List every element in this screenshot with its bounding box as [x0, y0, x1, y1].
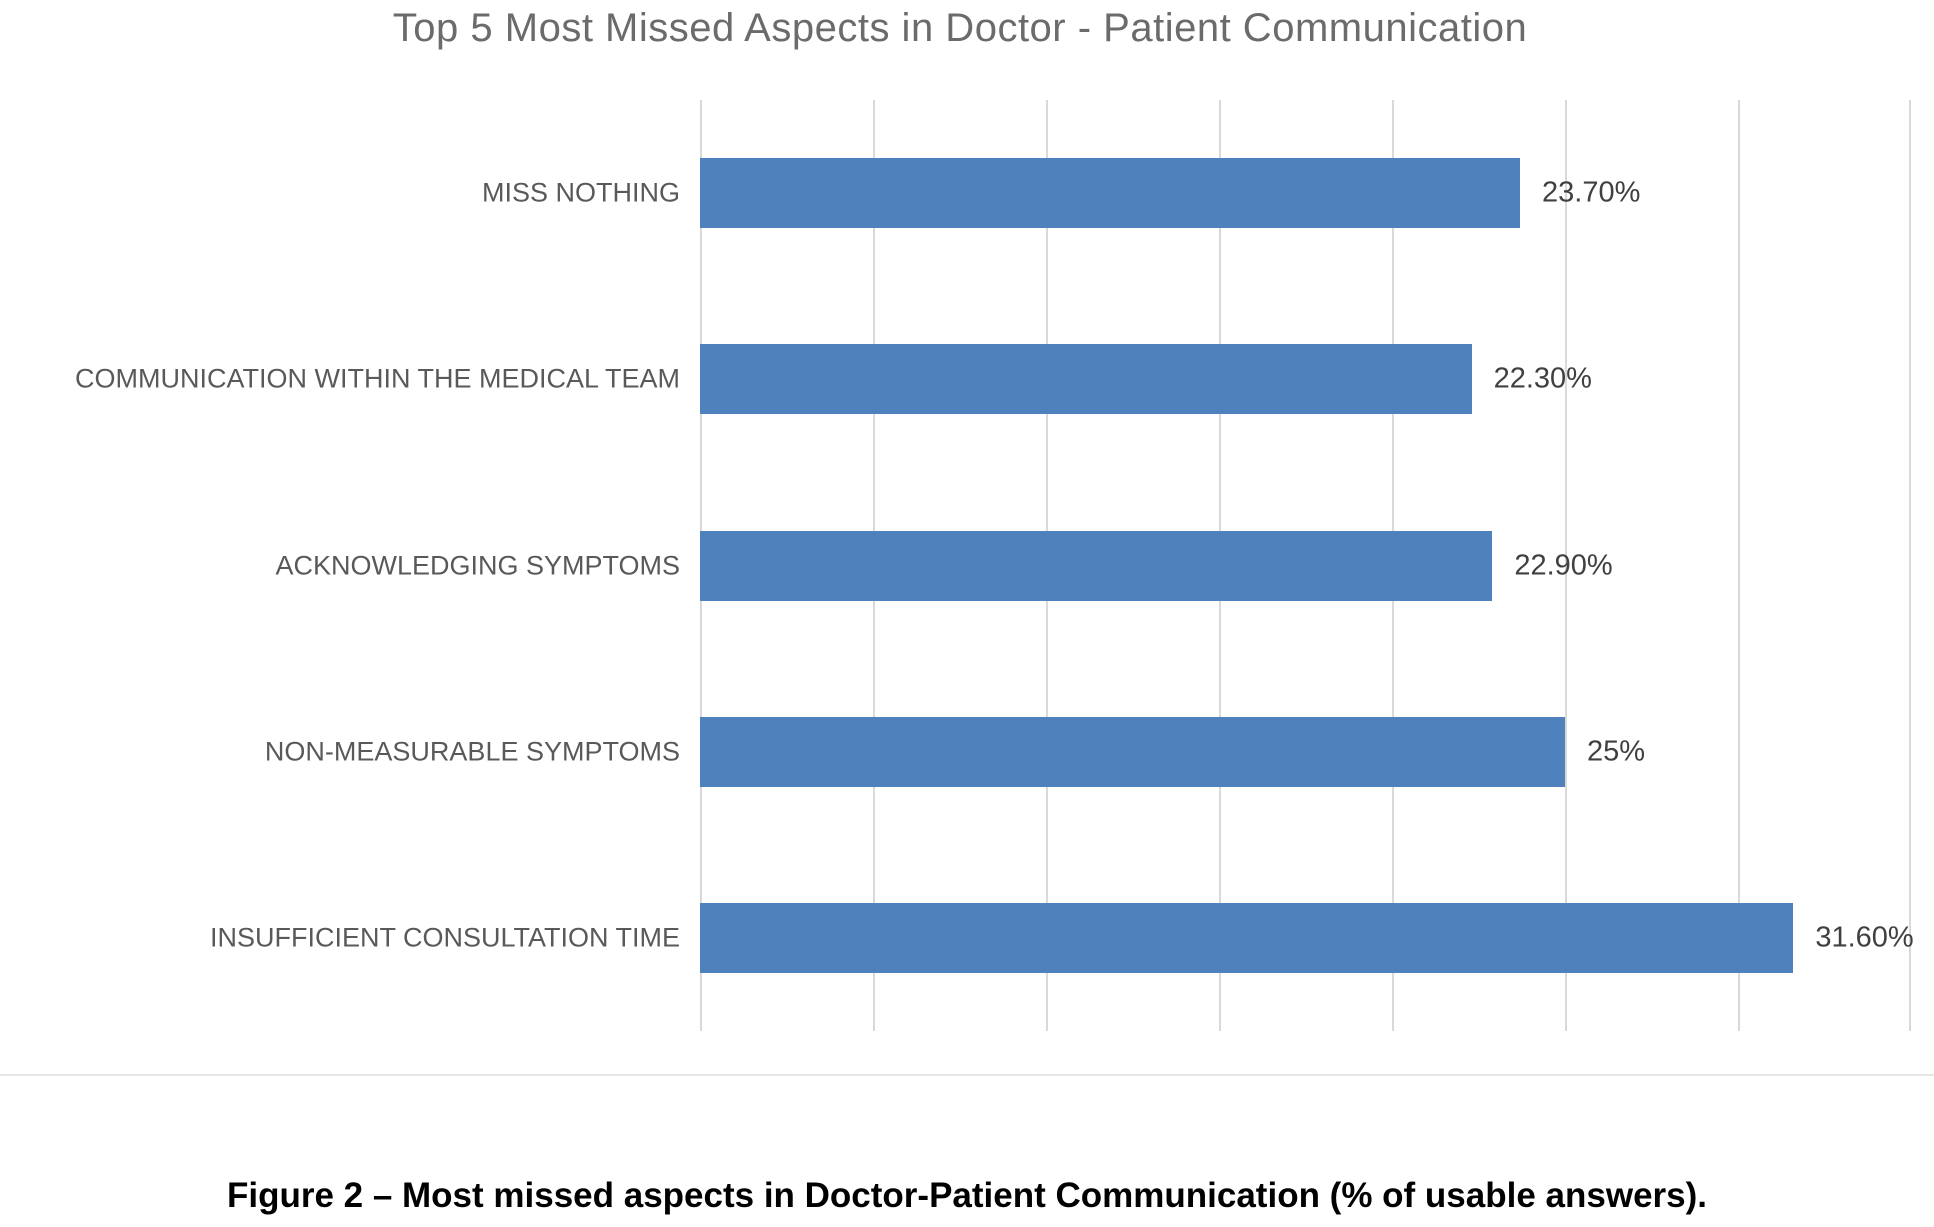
separator-line — [0, 1074, 1934, 1076]
bar — [700, 716, 1565, 787]
value-label: 31.60% — [1815, 921, 1914, 954]
category-label: ACKNOWLEDGING SYMPTOMS — [275, 550, 680, 580]
value-label: 22.30% — [1493, 362, 1592, 395]
bar — [700, 344, 1472, 415]
bar — [700, 902, 1794, 973]
gridline — [1565, 100, 1567, 1031]
plot-area — [700, 100, 1911, 1031]
category-label: NON-MEASURABLE SYMPTOMS — [264, 736, 680, 767]
figure-caption: Figure 2 – Most missed aspects in Doctor… — [226, 1176, 1708, 1215]
bar — [700, 158, 1521, 229]
category-label: COMMUNICATION WITHIN THE MEDICAL TEAM — [74, 363, 680, 394]
value-label: 25% — [1587, 735, 1646, 768]
value-label: 22.90% — [1514, 549, 1613, 581]
gridline — [1738, 100, 1740, 1031]
gridline — [1909, 100, 1911, 1031]
value-label: 23.70% — [1542, 176, 1641, 209]
chart-title: Top 5 Most Missed Aspects in Doctor - Pa… — [392, 6, 1528, 50]
category-label: MISS NOTHING — [481, 177, 680, 208]
bar — [700, 530, 1493, 601]
category-label: INSUFFICIENT CONSULTATION TIME — [209, 922, 680, 953]
